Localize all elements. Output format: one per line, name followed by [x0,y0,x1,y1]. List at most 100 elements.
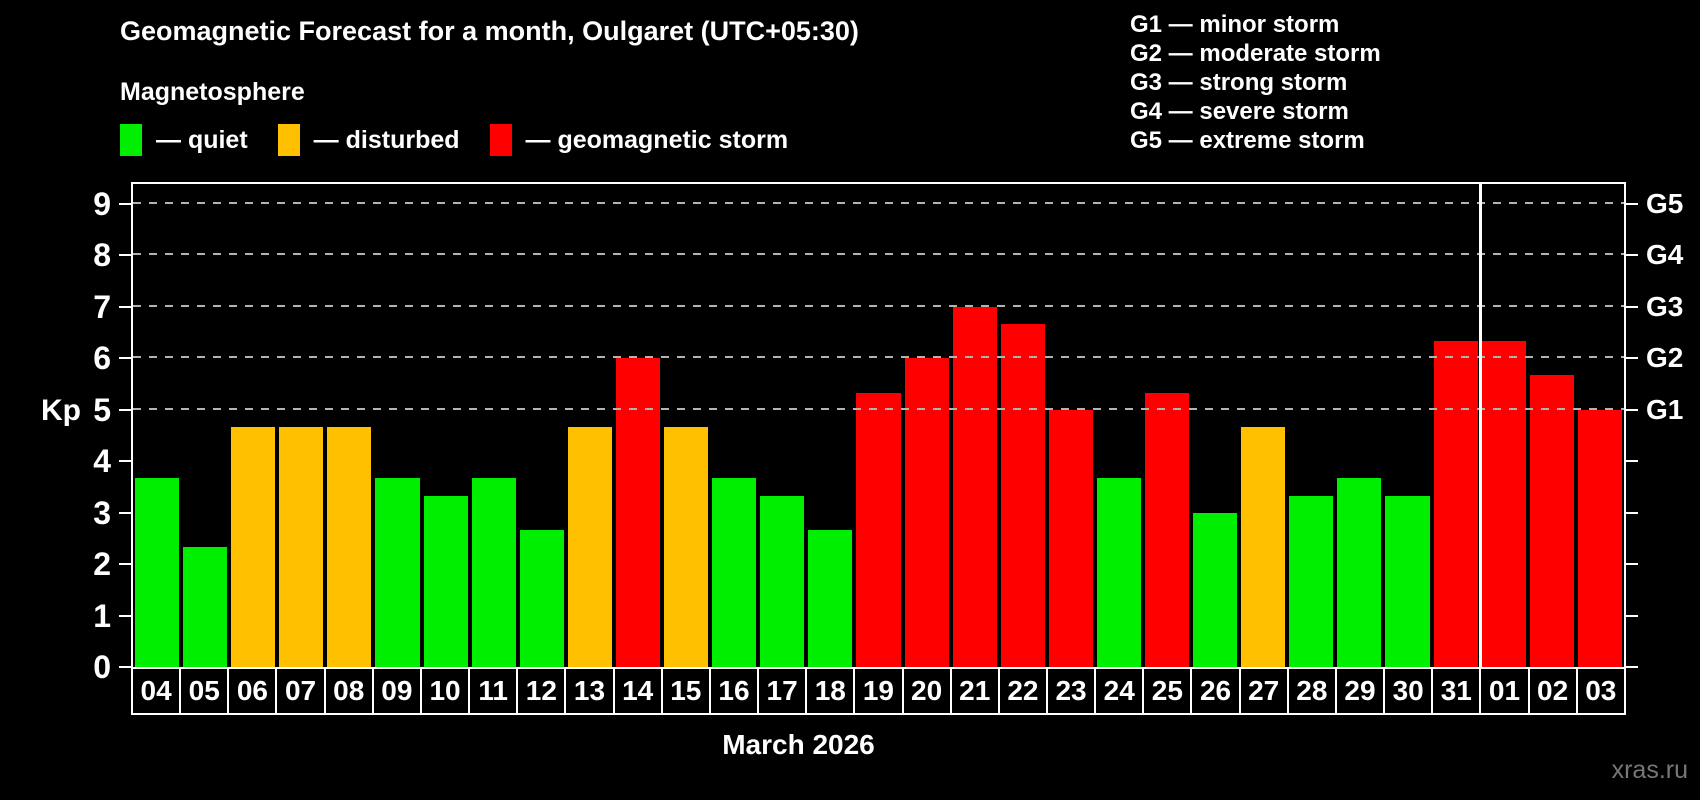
day-label-cell-21: 21 [949,667,1000,715]
y-tick-label-3: 3 [93,494,111,531]
bar-slot-26 [1191,184,1239,667]
day-label-cell-01: 01 [1479,667,1530,715]
bar-slot-06 [229,184,277,667]
day-label-cell-28: 28 [1286,667,1337,715]
g3-legend-row: G3 — strong storm [1130,69,1348,96]
kp-bar-day-26 [1193,512,1238,667]
y-tick-label-0: 0 [93,649,111,685]
bar-slot-12 [518,184,566,667]
gridline-kp-9 [133,201,1624,204]
kp-bar-chart-plot-area: Kp 04 05 06 07 08 09 10 11 12 13 14 15 16 17 18 19 20 21 2… [41,182,1683,760]
kp-bar-day-27 [1241,426,1286,667]
bar-slot-03 [1576,184,1624,667]
page-title: Geomagnetic Forecast for a month, Oulgar… [120,16,859,46]
day-label-cell-29: 29 [1334,667,1386,715]
bar-slot-21 [951,184,999,667]
bar-slot-15 [662,184,710,667]
legend-label-disturbed: — disturbed [313,125,460,154]
legend-label-storm: — geomagnetic storm [525,125,789,154]
right-tick-kp-3 [1626,511,1638,514]
legend-item-disturbed: — disturbed [277,124,460,156]
kp-bar-day-17 [760,495,805,667]
day-label-cell-13: 13 [564,667,615,715]
gridline-kp-6 [133,356,1624,359]
day-label-cell-14: 14 [612,667,663,715]
g1-legend-row: G1 — minor storm [1130,11,1340,38]
kp-bar-day-23 [1048,409,1093,667]
gridline-kp-7 [133,304,1624,307]
kp-bar-day-03 [1577,409,1622,667]
left-tick-kp-4 [119,460,131,463]
right-tick-kp-6 [1626,357,1638,360]
kp-bar-day-10 [423,495,468,667]
bar-slot-16 [710,184,758,667]
g-scale-label-G3: G3 [1646,290,1684,322]
kp-bar-day-09 [375,478,420,667]
right-tick-kp-1 [1626,614,1638,617]
bar-slot-19 [854,184,902,667]
left-tick-kp-3 [119,511,131,514]
kp-bar-day-06 [231,426,276,667]
kp-bar-day-18 [808,529,853,667]
day-label-cell-05: 05 [179,667,230,715]
kp-bar-day-14 [615,358,661,667]
bar-slot-08 [325,184,373,667]
watermark: xras.ru [1611,756,1688,784]
right-tick-kp-9 [1626,202,1638,205]
day-label-cell-19: 19 [853,667,904,715]
y-tick-label-4: 4 [93,443,111,480]
g5-legend-row: G5 — extreme storm [1130,127,1365,154]
day-label-cell-18: 18 [805,667,856,715]
bar-slot-14 [614,184,662,667]
bar-slot-13 [566,184,614,667]
right-tick-kp-5 [1626,408,1638,411]
bar-slot-31 [1432,184,1480,667]
left-tick-kp-8 [119,254,131,257]
color-legend: — quiet — disturbed — geomagnetic storm [120,124,818,156]
right-tick-kp-4 [1626,460,1638,463]
y-tick-label-7: 7 [93,288,111,325]
day-label-cell-20: 20 [901,667,952,715]
y-tick-label-1: 1 [93,597,111,634]
y-tick-label-6: 6 [93,340,111,377]
kp-bar-day-08 [327,426,372,667]
bar-slot-05 [181,184,229,667]
g-scale-label-G1: G1 [1646,393,1684,425]
kp-bar-day-07 [279,426,324,667]
right-tick-kp-0 [1626,666,1638,668]
bar-slot-10 [422,184,470,667]
quiet-swatch-icon [120,124,142,156]
bar-slot-20 [903,184,951,667]
left-tick-kp-6 [119,357,131,360]
bar-slot-23 [1047,184,1095,667]
left-tick-kp-5 [119,408,131,411]
kp-bar-day-13 [567,426,612,667]
day-label-cell-30: 30 [1383,667,1434,715]
bar-slot-01 [1480,184,1528,667]
kp-bar-day-22 [1000,323,1045,667]
bars-container [133,184,1624,667]
day-label-cell-16: 16 [708,667,760,715]
gridline-kp-5 [133,407,1624,410]
left-tick-kp-0 [119,666,131,668]
kp-bar-day-25 [1144,392,1190,667]
day-label-cell-02: 02 [1527,667,1578,715]
kp-bar-day-05 [183,547,228,667]
g-scale-label-G5: G5 [1646,187,1684,219]
kp-bar-day-20 [904,358,949,667]
bar-slot-25 [1143,184,1191,667]
kp-bar-day-01 [1481,341,1526,667]
g-scale-label-G2: G2 [1646,342,1684,374]
gridline-kp-8 [133,253,1624,256]
x-axis-day-labels: 04 05 06 07 08 09 10 11 12 13 14 15 16 17 18 19 20 21 22 23… [131,667,1626,715]
storm-swatch-icon [489,124,512,156]
bar-slot-24 [1095,184,1143,667]
kp-bar-day-29 [1337,478,1382,667]
left-tick-kp-9 [119,202,131,205]
month-label: March 2026 [722,729,875,760]
day-label-cell-24: 24 [1094,667,1145,715]
kp-bar-day-30 [1385,495,1430,667]
storm-scale-legend: G1 — minor storm G2 — moderate storm G3 … [1130,10,1381,155]
bar-slot-28 [1287,184,1335,667]
